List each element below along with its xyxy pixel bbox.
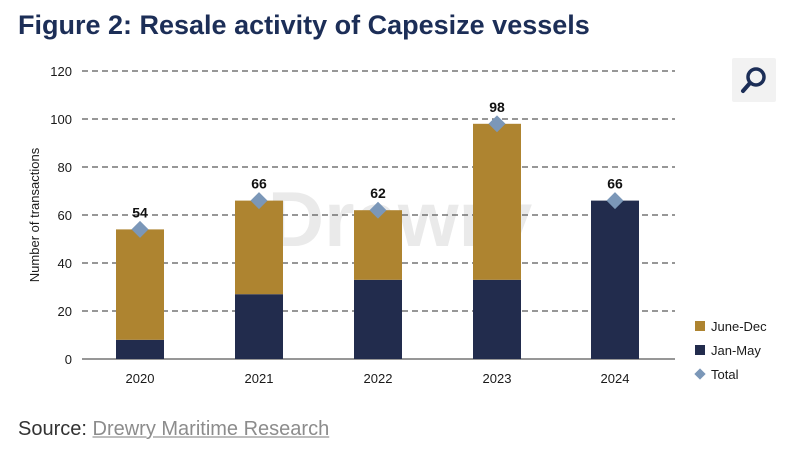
total-data-label: 66 bbox=[607, 176, 623, 192]
search-button[interactable] bbox=[732, 58, 776, 102]
bar-jan-may-2024 bbox=[591, 200, 639, 359]
source-link[interactable]: Drewry Maritime Research bbox=[92, 418, 330, 440]
x-tick-label: 2024 bbox=[601, 371, 630, 386]
magnifier-icon bbox=[741, 67, 766, 93]
total-marker-2020 bbox=[131, 220, 149, 238]
total-data-label: 62 bbox=[370, 185, 386, 201]
bar-jan-may-2021 bbox=[235, 294, 283, 359]
y-tick-label: 60 bbox=[58, 208, 72, 223]
x-tick-label: 2022 bbox=[364, 371, 393, 386]
legend-swatch bbox=[694, 368, 706, 380]
total-data-label: 66 bbox=[251, 176, 267, 192]
legend-label: Total bbox=[711, 367, 739, 382]
bar-june-dec-2023 bbox=[473, 123, 521, 280]
total-data-label: 98 bbox=[489, 99, 505, 115]
total-data-label: 54 bbox=[132, 204, 148, 220]
legend-swatch bbox=[695, 345, 705, 355]
y-tick-label: 20 bbox=[58, 304, 72, 319]
bar-june-dec-2021 bbox=[235, 200, 283, 295]
bar-jan-may-2023 bbox=[473, 279, 521, 359]
legend-label: June-Dec bbox=[711, 319, 767, 334]
x-tick-label: 2020 bbox=[126, 371, 155, 386]
legend-label: Jan-May bbox=[711, 343, 761, 358]
bar-jan-may-2022 bbox=[354, 279, 402, 359]
source-line: Source: Drewry Maritime Research bbox=[18, 418, 329, 441]
legend-swatch bbox=[695, 321, 705, 331]
total-marker-2021 bbox=[250, 192, 268, 210]
total-marker-2022 bbox=[369, 201, 387, 219]
y-axis-label: Number of transactions bbox=[27, 147, 42, 282]
y-tick-label: 80 bbox=[58, 160, 72, 175]
x-tick-label: 2023 bbox=[483, 371, 512, 386]
bar-jan-may-2020 bbox=[116, 339, 164, 359]
total-marker-2023 bbox=[488, 115, 506, 133]
page-title: Figure 2: Resale activity of Capesize ve… bbox=[18, 10, 590, 40]
y-tick-label: 40 bbox=[58, 256, 72, 271]
y-tick-label: 120 bbox=[50, 64, 72, 79]
y-tick-label: 100 bbox=[50, 112, 72, 127]
bar-june-dec-2020 bbox=[116, 229, 164, 340]
source-label: Source: bbox=[18, 418, 87, 440]
x-tick-label: 2021 bbox=[245, 371, 274, 386]
chart: Drewry020406080100120Number of transacti… bbox=[27, 64, 767, 386]
bar-june-dec-2022 bbox=[354, 210, 402, 280]
y-tick-label: 0 bbox=[65, 352, 72, 367]
total-marker-2024 bbox=[606, 192, 624, 210]
